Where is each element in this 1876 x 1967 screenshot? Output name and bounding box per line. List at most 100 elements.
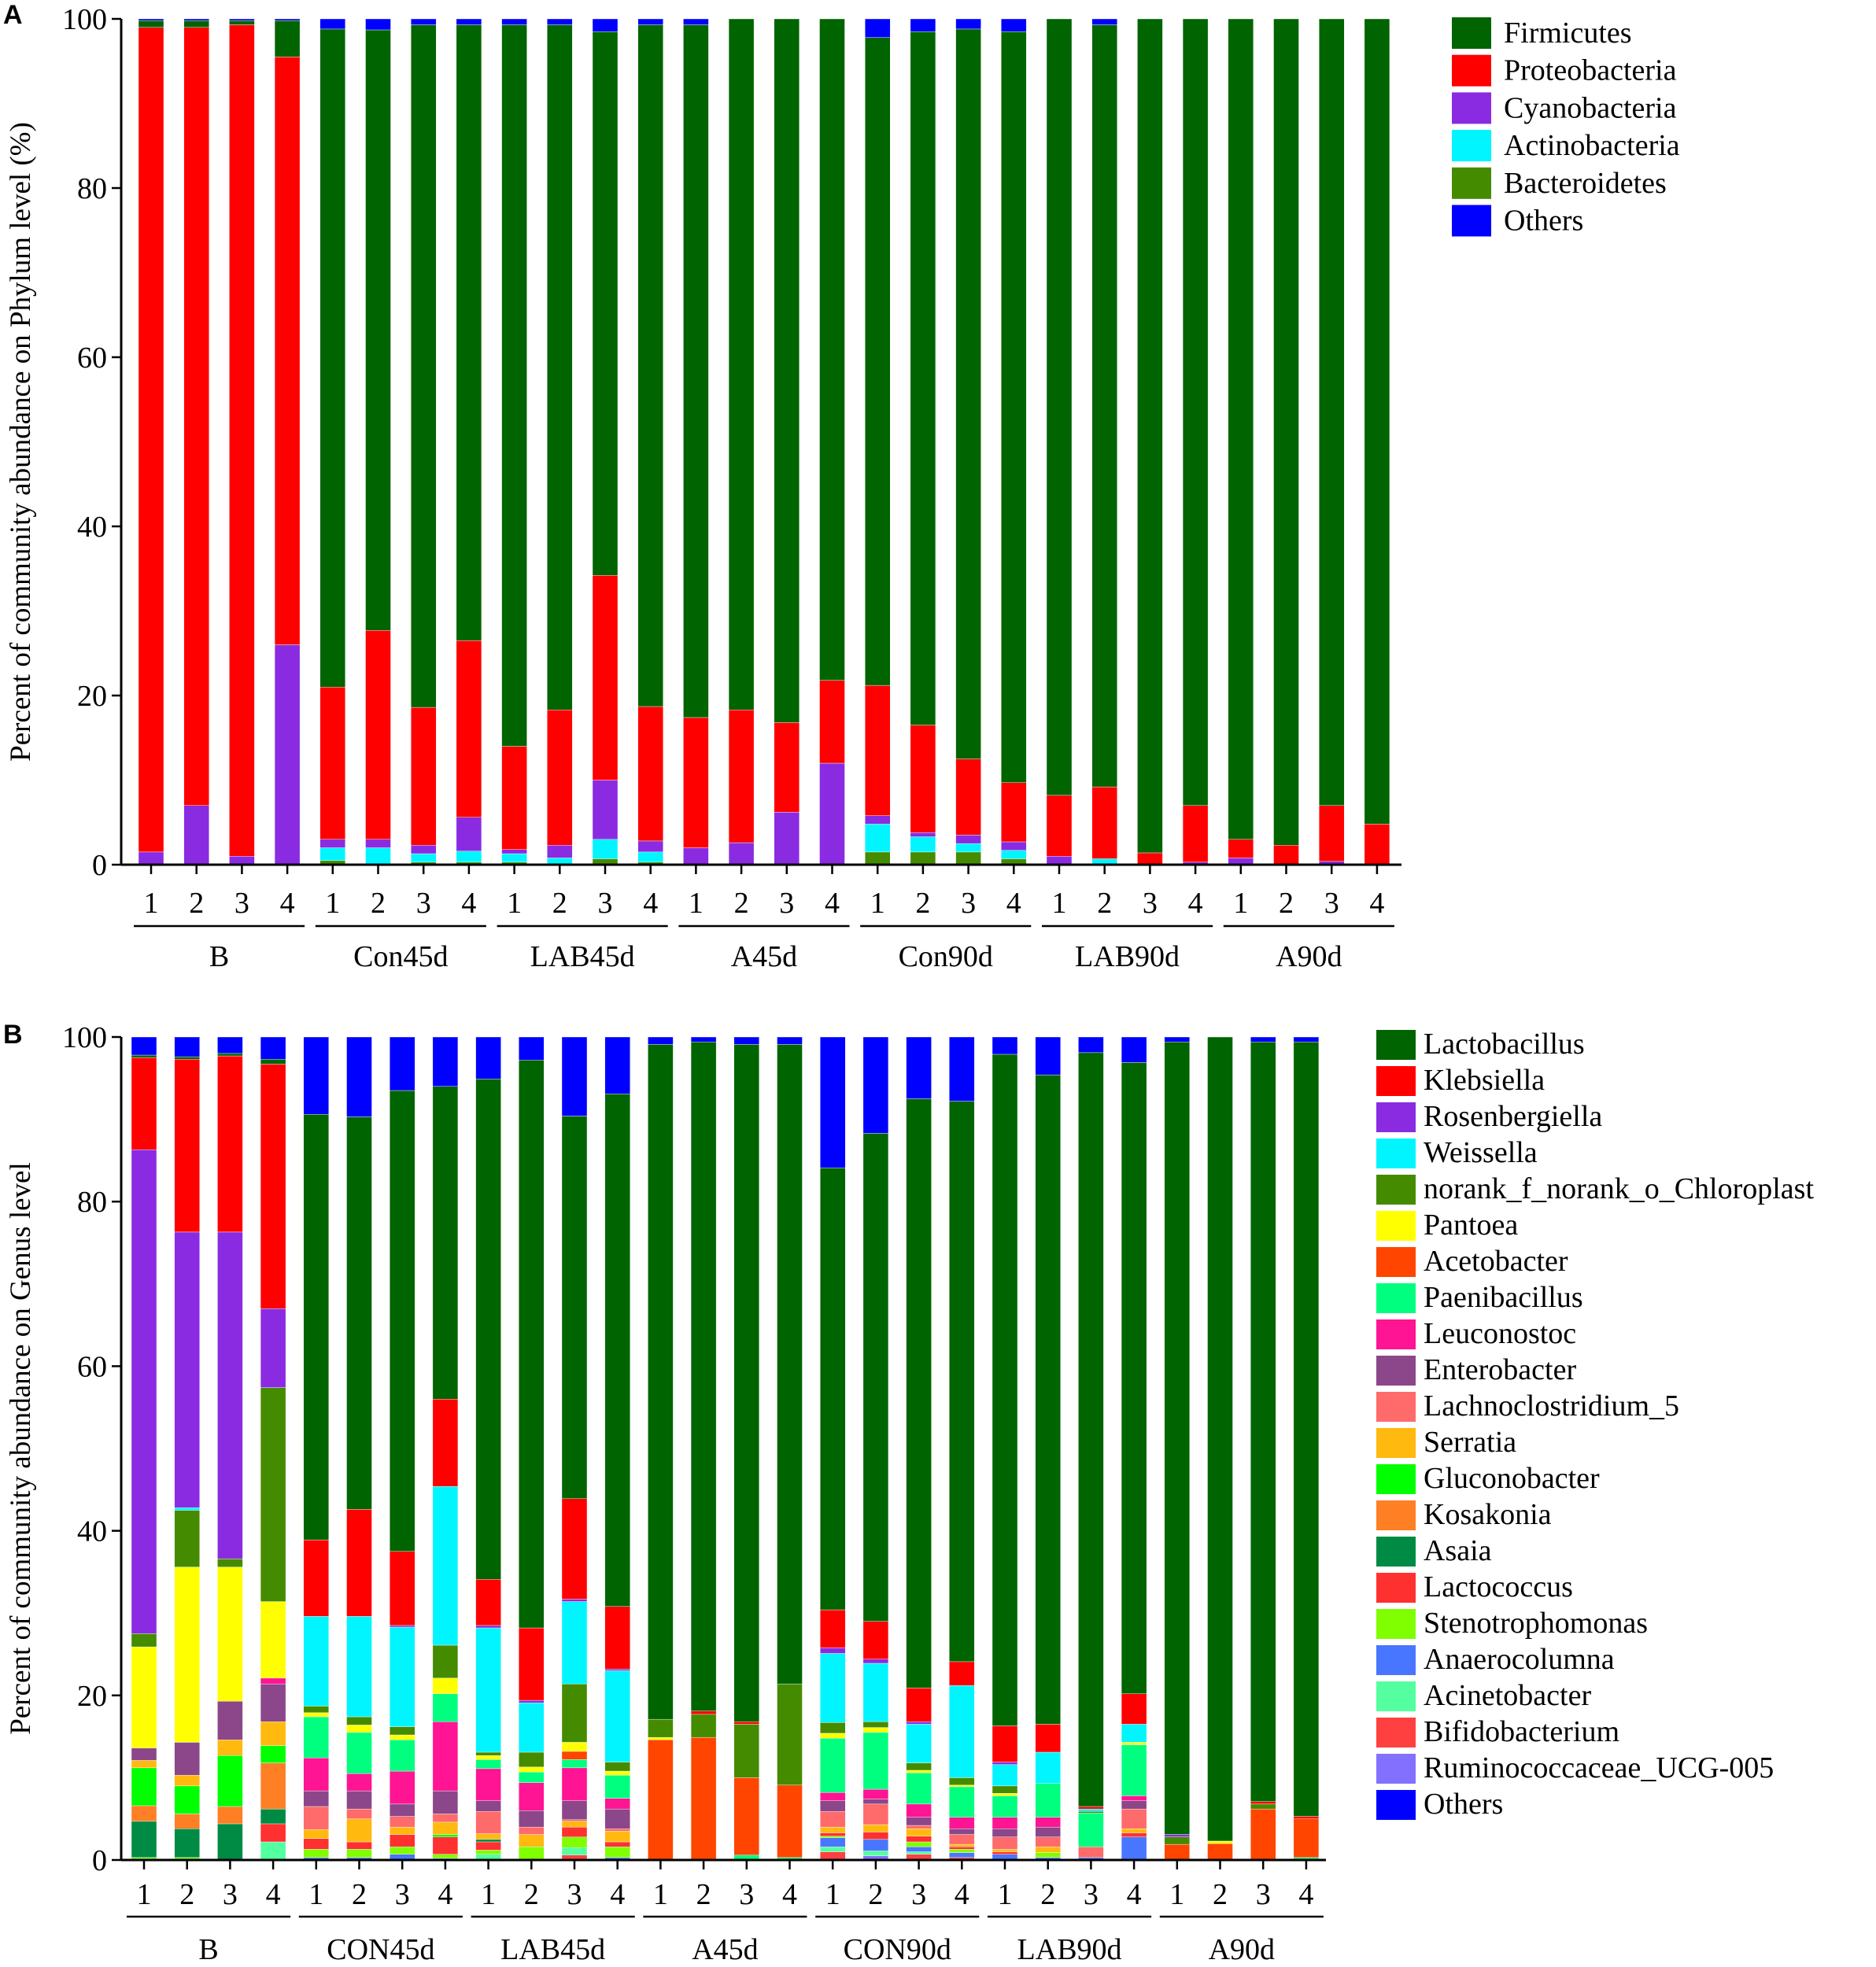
bar-segment-lachnoclostridium_5 [303, 1806, 329, 1830]
bar-segment-lactobacillus [475, 1079, 501, 1580]
legend-label: Lactococcus [1424, 1570, 1573, 1603]
y-axis-label: Percent of community abundance on Phylum… [5, 122, 37, 762]
bar-segment-leuconostoc [1035, 1817, 1061, 1828]
legend-swatch [1376, 1754, 1416, 1784]
legend-label: Proteobacteria [1504, 54, 1677, 87]
legend-swatch [1376, 1718, 1416, 1747]
bar-segment-others [1035, 1036, 1061, 1076]
bar-segment-acetobacter [690, 1736, 717, 1861]
bar-segment-lactobacillus [131, 1054, 157, 1058]
bar-segment-anaerocolumna [862, 1839, 889, 1851]
bar-segment-norank_f_norank_o_chloroplast [561, 1683, 588, 1743]
bar-segment-paenibacillus [862, 1732, 889, 1790]
bar-segment-enterobacter [819, 1800, 846, 1812]
bar-segment-firmicutes [274, 20, 301, 57]
x-tick-label: 1 [825, 1878, 840, 1911]
x-tick-label: 4 [825, 887, 840, 920]
x-tick-label: 2 [179, 1878, 194, 1911]
bar-segment-lactobacillus [174, 1056, 200, 1060]
bar-segment-cyanobacteria [864, 815, 891, 825]
bar-segment-proteobacteria [547, 710, 573, 846]
panel-label: A [3, 0, 23, 30]
bar-segment-cyanobacteria [456, 817, 482, 852]
bar-segment-lactobacillus [519, 1060, 545, 1629]
legend-label: Actinobacteria [1504, 129, 1680, 162]
legend-label: norank_f_norank_o_Chloroplast [1424, 1172, 1814, 1205]
legend: LactobacillusKlebsiellaRosenbergiellaWei… [1376, 1028, 1814, 1821]
bar-segment-rosenbergiella [992, 1762, 1018, 1765]
bar-segment-asaia [131, 1821, 157, 1858]
bar-segment-serratia [1121, 1829, 1147, 1833]
bar-segment-lactococcus [949, 1847, 975, 1850]
bar-segment-cyanobacteria [229, 856, 255, 865]
y-tick-label: 60 [77, 1350, 107, 1383]
legend-label: Lactobacillus [1424, 1028, 1585, 1061]
bar-segment-pantoea [346, 1725, 372, 1733]
x-tick-label: 4 [1127, 1878, 1142, 1911]
bar-segment-others [992, 1036, 1018, 1055]
bar-segment-lachnoclostridium_5 [519, 1826, 545, 1835]
bar-segment-weissella [819, 1653, 846, 1723]
x-tick-label: 2 [1213, 1878, 1228, 1911]
bar-segment-acinetobacter [862, 1851, 889, 1856]
bar-segment-actinobacteria [501, 853, 527, 862]
chart-panel-A: A Percent of community abundance on Phylu… [3, 0, 1680, 973]
bar-segment-firmicutes [637, 24, 663, 707]
bar-segment-rosenbergiella [604, 1669, 630, 1671]
bar-A45d-1 [683, 18, 709, 865]
legend-label: Lachnoclostridium_5 [1424, 1389, 1679, 1423]
bar-segment-weissella [561, 1601, 588, 1685]
legend-item: Lactococcus [1376, 1570, 1573, 1603]
bar-segment-pantoea [1207, 1840, 1233, 1844]
bar-segment-others [501, 18, 527, 25]
bar-segment-rosenbergiella [519, 1699, 545, 1703]
x-tick-label: 3 [598, 887, 613, 920]
legend-swatch [1376, 1066, 1416, 1096]
bar-segment-rosenbergiella [390, 1625, 415, 1628]
y-axis-label: Percent of community abundance on Genus … [5, 1162, 37, 1734]
bar-segment-leuconostoc [992, 1817, 1018, 1829]
x-tick-label: 3 [234, 887, 249, 920]
bar-Con90d-2 [910, 18, 936, 865]
bar-segment-serratia [992, 1849, 1018, 1852]
x-tick-label: 2 [1040, 1878, 1055, 1911]
bar-segment-leuconostoc [862, 1788, 889, 1799]
group-label: Con90d [899, 940, 993, 973]
bar-segment-firmicutes [774, 18, 800, 723]
bar-LAB90d-2 [1035, 1036, 1061, 1861]
bar-LAB45d-3 [561, 1036, 588, 1861]
x-tick-label: 4 [643, 887, 658, 920]
bar-segment-others [949, 1036, 975, 1102]
bar-segment-acetobacter [1164, 1843, 1191, 1861]
panel-label: B [3, 1020, 23, 1050]
bar-A45d-4 [777, 1036, 803, 1861]
bar-segment-lactobacillus [1207, 1036, 1233, 1842]
bar-segment-enterobacter [346, 1790, 372, 1810]
bar-segment-lactococcus [475, 1841, 501, 1851]
legend-swatch [1376, 1102, 1416, 1132]
bar-segment-lactococcus [432, 1836, 459, 1854]
bar-segment-stenotrophomonas [346, 1849, 372, 1858]
bar-segment-others [390, 1036, 415, 1091]
bar-segment-lachnoclostridium_5 [906, 1825, 932, 1829]
bar-segment-lachnoclostridium_5 [1121, 1808, 1147, 1829]
bar-segment-others [174, 1036, 200, 1057]
bar-segment-asaia [217, 1823, 243, 1861]
bar-segment-lactococcus [390, 1834, 415, 1847]
bar-segment-pantoea [174, 1567, 200, 1743]
bar-segment-pantoea [862, 1727, 889, 1733]
y-tick-label: 80 [77, 1186, 107, 1219]
bar-segment-lactobacillus [432, 1086, 459, 1400]
legend-swatch [1376, 1392, 1416, 1422]
bar-segment-rosenbergiella [174, 1231, 200, 1508]
legend-label: Anaerocolumna [1424, 1643, 1615, 1676]
group-label: CON90d [844, 1933, 951, 1966]
bar-LAB45d-2 [547, 18, 573, 865]
bar-segment-cyanobacteria [183, 805, 209, 865]
bar-segment-acinetobacter [561, 1847, 588, 1855]
bar-segment-firmicutes [592, 31, 619, 576]
bar-segment-lachnoclostridium_5 [1035, 1836, 1061, 1847]
bar-segment-proteobacteria [1001, 782, 1027, 843]
bar-segment-leuconostoc [390, 1770, 415, 1805]
bar-segment-lactobacillus [303, 1114, 329, 1541]
